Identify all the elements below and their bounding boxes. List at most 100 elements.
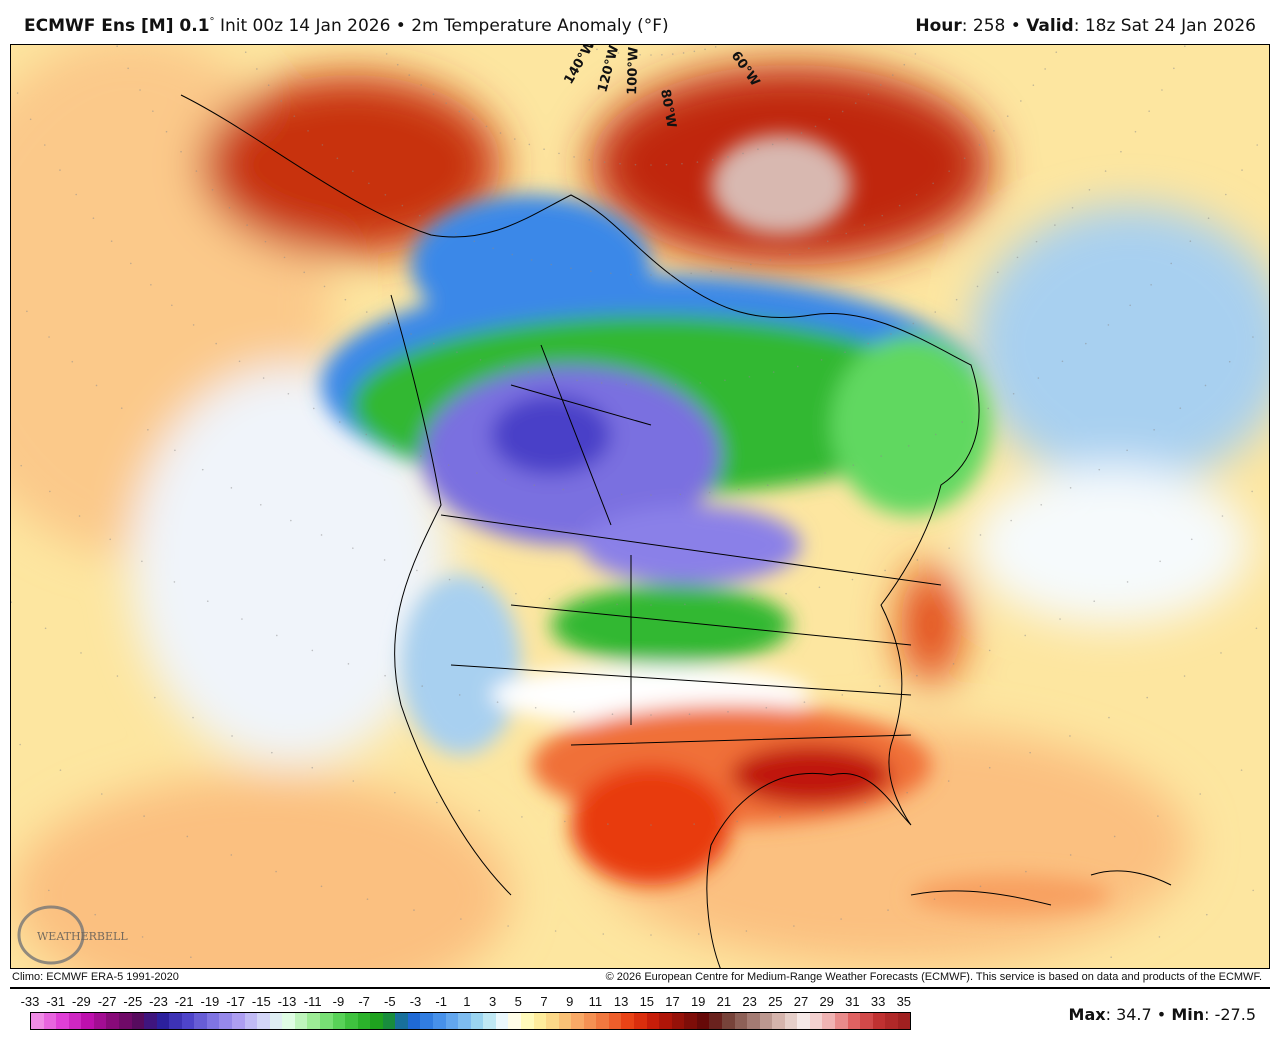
graticule-dot xyxy=(548,597,551,600)
graticule-dot xyxy=(696,161,699,163)
legend-swatch xyxy=(759,1013,773,1029)
graticule-dot xyxy=(26,310,28,313)
graticule-dot xyxy=(650,384,652,386)
legend-swatch xyxy=(395,1013,408,1029)
graticule-dot xyxy=(1098,468,1101,471)
copyright: © 2026 European Centre for Medium-Range … xyxy=(605,971,1262,983)
graticule-dot xyxy=(884,569,886,572)
graticule-dot xyxy=(392,445,395,447)
graticule-dot xyxy=(617,52,620,54)
graticule-dot xyxy=(141,560,143,563)
graticule-dot xyxy=(473,240,476,243)
graticule-dot xyxy=(471,118,474,121)
graticule-dot xyxy=(630,273,632,276)
graticule-dot xyxy=(120,407,123,409)
graticule-dot xyxy=(1037,377,1040,379)
graticule-dot xyxy=(59,169,61,171)
graticule-dot xyxy=(1126,449,1128,452)
legend-tick: 7 xyxy=(540,994,548,1009)
legend-tick: 11 xyxy=(588,994,603,1009)
graticule-dot xyxy=(419,455,422,457)
graticule-dot xyxy=(71,360,74,363)
legend-tick: 33 xyxy=(870,994,886,1009)
legend-swatch xyxy=(118,1013,132,1029)
graticule-dot xyxy=(628,53,631,55)
graticule-dot xyxy=(800,132,803,134)
legend-swatch xyxy=(684,1013,697,1029)
graticule-dot xyxy=(320,534,323,536)
graticule-dot xyxy=(410,333,412,335)
graticule-dot xyxy=(742,152,744,155)
graticule-dot xyxy=(323,285,326,288)
legend-swatch xyxy=(144,1013,157,1029)
graticule-dot xyxy=(607,823,609,825)
graticule-dot xyxy=(863,224,866,226)
legend-swatch xyxy=(822,1013,835,1029)
graticule-dot xyxy=(1069,854,1072,856)
graticule-dot xyxy=(271,751,273,754)
graticule-dot xyxy=(230,487,233,489)
graticule-dot xyxy=(1170,262,1173,265)
graticule-dot xyxy=(916,674,918,677)
graticule-dot xyxy=(387,322,390,325)
graticule-dot xyxy=(394,791,396,794)
graticule-dot xyxy=(129,262,132,265)
graticule-dot xyxy=(1110,956,1112,959)
climo-note: Climo: ECMWF ERA-5 1991-2020 xyxy=(12,971,179,983)
graticule-dot xyxy=(795,478,798,481)
graticule-dot xyxy=(141,936,144,938)
graticule-dot xyxy=(634,163,637,166)
graticule-dot xyxy=(256,68,258,70)
legend-swatch xyxy=(445,1013,459,1029)
graticule-dot xyxy=(447,464,450,466)
graticule-dot xyxy=(215,342,217,345)
graticule-dot xyxy=(573,156,575,158)
legend-tick: -25 xyxy=(123,994,143,1009)
graticule-dot xyxy=(963,157,966,160)
graticule-dot xyxy=(880,84,882,86)
graticule-dot xyxy=(416,569,418,572)
graticule-dot xyxy=(1012,392,1015,395)
legend-tick: -5 xyxy=(384,994,396,1009)
graticule-dot xyxy=(697,933,700,935)
graticule-dot xyxy=(558,152,560,155)
valid-value: : 18z Sat 24 Jan 2026 xyxy=(1073,16,1256,36)
graticule-dot xyxy=(1255,627,1258,630)
graticule-dot xyxy=(1088,188,1091,191)
graticule-dot xyxy=(845,232,848,235)
graticule-dot xyxy=(460,918,462,920)
graticule-dot xyxy=(808,247,810,250)
map-canvas: 140°W 120°W 100°W 80°W 60°W WEATHERBELL xyxy=(11,45,1269,968)
graticule-dot xyxy=(947,780,950,782)
field-name: 2m Temperature Anomaly (°F) xyxy=(411,16,669,36)
graticule-dot xyxy=(1016,256,1019,259)
legend-swatch xyxy=(407,1013,421,1029)
graticule-dot xyxy=(717,601,720,603)
graticule-dot xyxy=(867,342,869,345)
graticule-dot xyxy=(914,53,917,55)
graticule-dot xyxy=(890,333,892,335)
graticule-dot xyxy=(554,930,557,932)
legend-swatch xyxy=(370,1013,383,1029)
legend-tick: 17 xyxy=(665,994,680,1009)
legend-swatch xyxy=(181,1013,195,1029)
graticule-dot xyxy=(445,102,448,104)
graticule-dot xyxy=(139,89,141,91)
graticule-dot xyxy=(511,253,514,256)
legend-ticks: -33 -31 -29 -27 -25 -23 -21 -19 -17 -15 -13 -11 -9 -7… xyxy=(17,994,917,1012)
legend-tick: -19 xyxy=(200,994,220,1009)
graticule-dot xyxy=(854,102,857,104)
graticule-dot xyxy=(588,159,591,161)
graticule-dot xyxy=(619,162,621,165)
legend-tick: -21 xyxy=(174,994,194,1009)
graticule-dot xyxy=(238,360,241,363)
graticule-dot xyxy=(1108,716,1110,719)
graticule-dot xyxy=(996,271,999,274)
graticule-dot xyxy=(785,592,787,595)
graticule-dot xyxy=(1032,84,1035,87)
graticule-dot xyxy=(283,256,286,259)
graticule-dot xyxy=(620,493,623,496)
graticule-dot xyxy=(43,144,46,146)
legend-swatch xyxy=(885,1013,898,1029)
graticule-dot xyxy=(366,898,369,900)
